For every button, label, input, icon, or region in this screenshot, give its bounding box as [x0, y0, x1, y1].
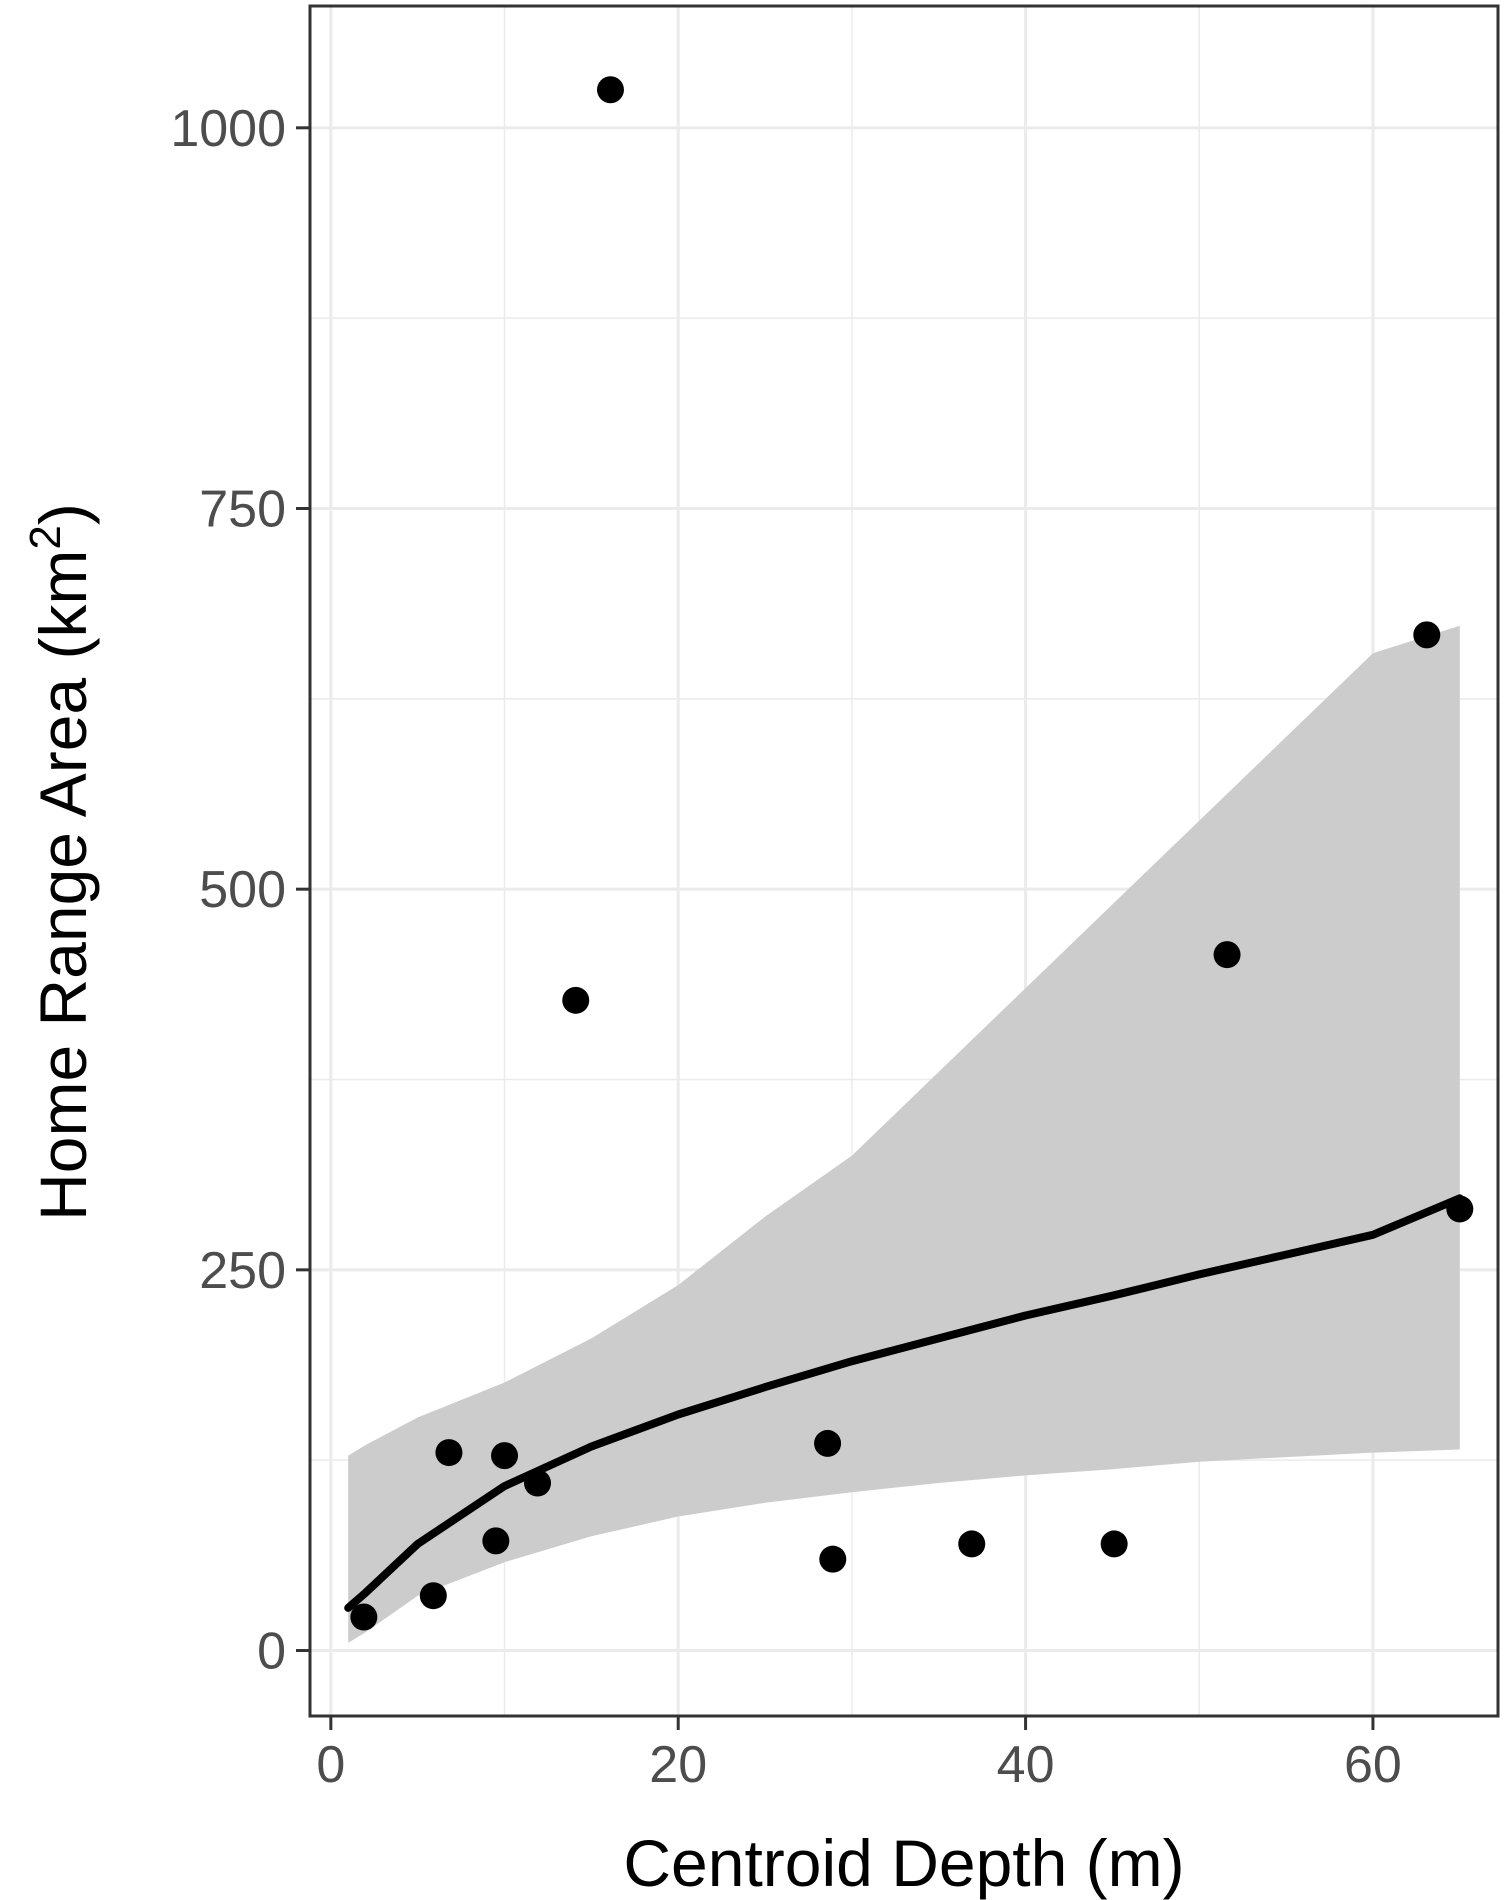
data-point	[524, 1469, 552, 1497]
data-point	[350, 1603, 378, 1631]
data-point	[819, 1545, 847, 1573]
x-axis: 0 20 40 60	[316, 1716, 1402, 1794]
x-tick-label: 60	[1344, 1736, 1402, 1794]
confidence-ribbon	[348, 625, 1460, 1643]
data-point	[435, 1439, 463, 1467]
y-tick-label: 750	[199, 480, 286, 538]
data-point	[814, 1429, 842, 1457]
data-point	[1413, 621, 1441, 649]
data-point	[1100, 1530, 1128, 1558]
data-point	[419, 1582, 447, 1610]
data-point	[1213, 941, 1241, 969]
y-tick-label: 500	[199, 861, 286, 919]
x-axis-title: Centroid Depth (m)	[623, 1826, 1184, 1900]
y-axis-title: Home Range Area (km2)	[21, 503, 100, 1221]
data-point	[491, 1442, 519, 1470]
y-axis-title-suffix: )	[26, 503, 100, 525]
y-tick-label: 1000	[170, 100, 286, 158]
y-axis-title-superscript: 2	[21, 525, 70, 549]
fit-line	[344, 1194, 1464, 1612]
data-point	[562, 986, 590, 1014]
panel-border	[308, 4, 1500, 1718]
data-point	[958, 1530, 986, 1558]
y-tick-label: 250	[199, 1242, 286, 1300]
y-tick-label: 0	[257, 1623, 286, 1681]
y-axis: 0 250 500 750 1000	[170, 100, 310, 1681]
data-point	[1446, 1195, 1474, 1223]
data-points	[350, 76, 1474, 1631]
x-tick-label: 40	[997, 1736, 1055, 1794]
x-tick-label: 0	[316, 1736, 345, 1794]
data-point	[482, 1527, 510, 1555]
x-tick-label: 20	[649, 1736, 707, 1794]
y-axis-title-main: Home Range Area (km	[26, 550, 100, 1221]
data-point	[596, 76, 624, 104]
